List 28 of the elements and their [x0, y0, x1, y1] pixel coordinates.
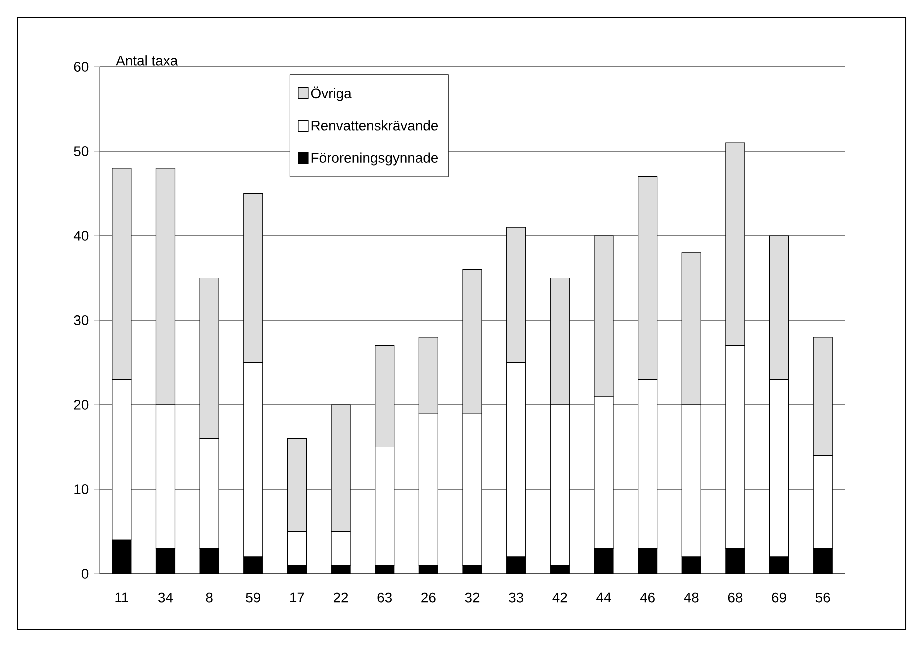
- y-tick-label: 0: [82, 569, 89, 579]
- y-tick-label: 60: [74, 62, 89, 72]
- x-tick-label: 56: [816, 592, 830, 603]
- x-tick-label: 69: [772, 592, 786, 603]
- x-tick-label: 33: [509, 592, 524, 603]
- x-tick-label: 59: [246, 592, 260, 603]
- y-tick-label: 20: [74, 400, 89, 410]
- legend-label: Föroreningsgynnade: [312, 152, 438, 166]
- x-tick-label: 32: [465, 592, 480, 603]
- x-tick-label: 17: [290, 592, 304, 602]
- x-tick-label: 68: [728, 592, 743, 603]
- y-tick-label: 30: [74, 316, 89, 326]
- legend-label: Renvattenskrävande: [312, 120, 438, 131]
- y-tick-label: 50: [74, 146, 89, 156]
- x-tick-label: 63: [378, 592, 392, 603]
- x-tick-label: 46: [640, 592, 655, 603]
- x-tick-label: 44: [596, 592, 612, 602]
- y-tick-label: 40: [74, 231, 89, 241]
- x-tick-label: 26: [422, 592, 436, 603]
- x-tick-label: 48: [684, 592, 699, 603]
- x-tick-label: 42: [552, 592, 568, 603]
- x-tick-label: 8: [206, 592, 213, 603]
- x-tick-label: 34: [158, 592, 174, 603]
- legend-label: Övriga: [311, 86, 352, 102]
- x-tick-label: 22: [334, 592, 348, 603]
- y-axis-title: Antal taxa: [116, 56, 178, 66]
- x-tick-label: 11: [116, 592, 128, 602]
- y-tick-label: 10: [74, 484, 89, 494]
